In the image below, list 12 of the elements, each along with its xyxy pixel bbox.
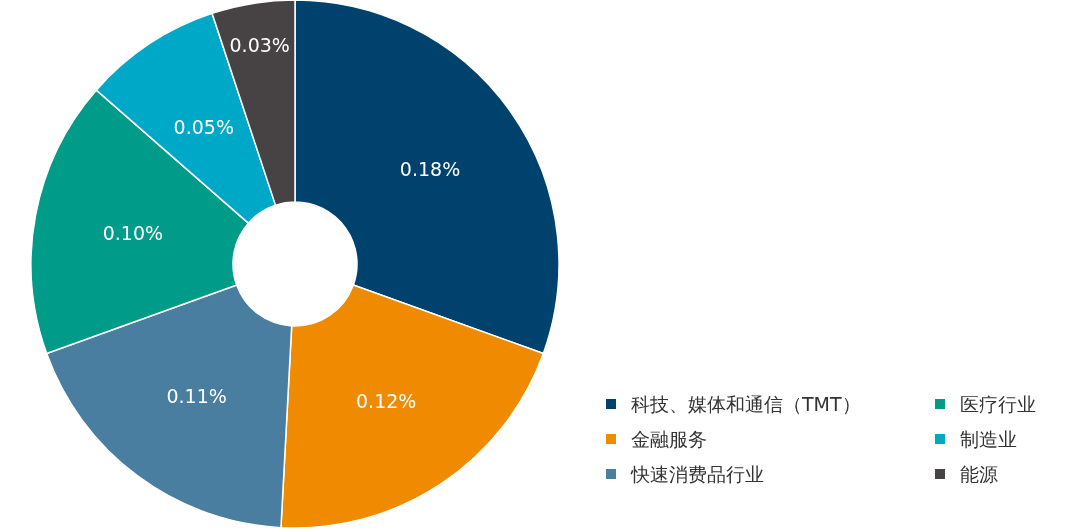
legend-label: 制造业	[960, 428, 1017, 450]
legend-label: 快速消费品行业	[630, 463, 764, 485]
data-label: 0.18%	[399, 158, 461, 181]
data-label: 0.11%	[166, 385, 227, 408]
data-label: 0.10%	[102, 222, 164, 245]
data-label: 0.12%	[356, 390, 417, 413]
data-label: 0.05%	[173, 115, 234, 138]
data-label: 0.03%	[229, 33, 290, 56]
legend-label: 医疗行业	[960, 393, 1036, 415]
legend-label: 科技、媒体和通信（TMT）	[631, 393, 861, 415]
legend-label: 能源	[960, 463, 998, 485]
legend-label: 金融服务	[631, 428, 707, 450]
